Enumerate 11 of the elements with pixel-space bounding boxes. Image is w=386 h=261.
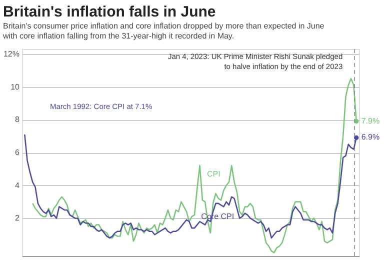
y-tick-label: 2 bbox=[15, 214, 20, 223]
y-tick-label: 10 bbox=[10, 82, 20, 92]
data-label: 7.9% bbox=[361, 116, 380, 126]
data-label: 6.9% bbox=[361, 132, 380, 142]
y-tick-label: 6 bbox=[15, 148, 20, 157]
y-tick-label: 8 bbox=[15, 115, 20, 124]
y-tick-label: 12% bbox=[3, 49, 20, 58]
chart-subtitle: Britain's consumer price inflation and core inflation dropped by more than expected in June with core inflation falling from the 31-year-high it recorded in May. bbox=[2, 22, 325, 41]
series-label: CPI bbox=[206, 169, 220, 178]
y-tick-label: 4 bbox=[15, 180, 20, 190]
chart-title: Britain's inflation falls in June bbox=[2, 4, 216, 21]
